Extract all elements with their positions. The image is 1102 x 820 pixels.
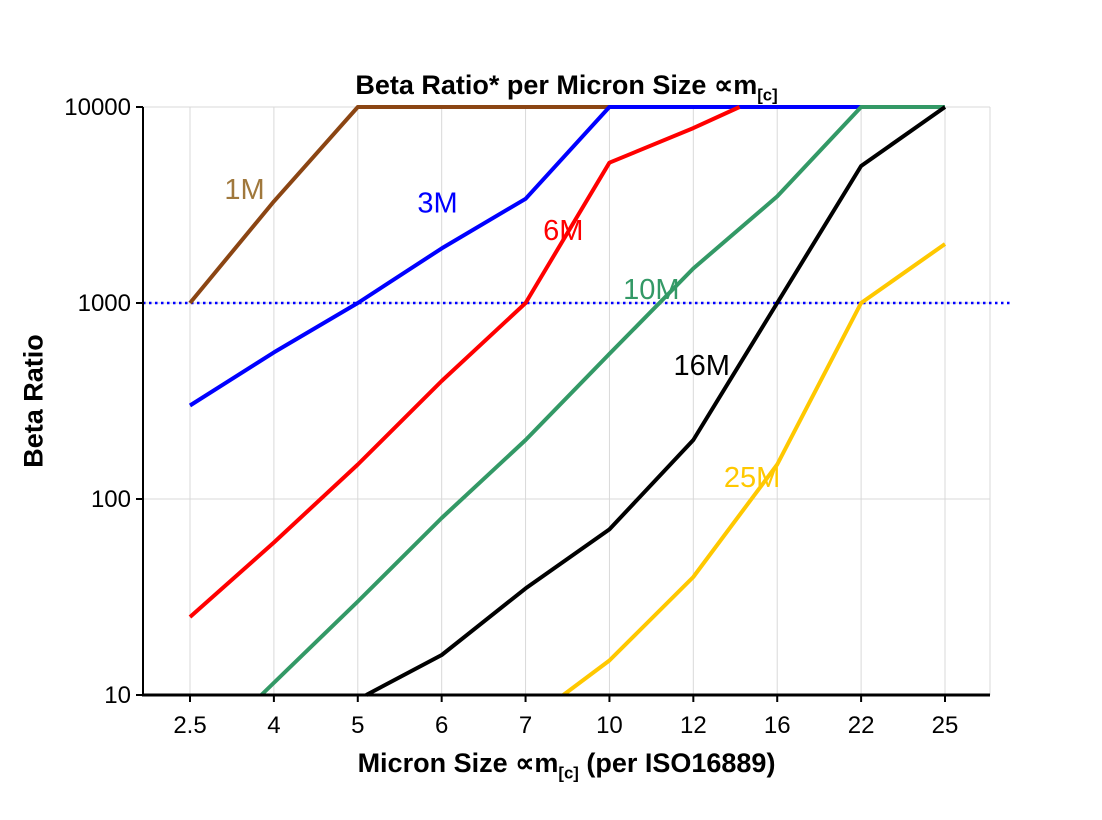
x-tick-label: 6 [435, 712, 448, 739]
x-tick-label: 2.5 [173, 712, 206, 739]
series-line-6M [188, 105, 741, 619]
x-tick-label: 22 [848, 712, 875, 739]
series-line-16M [365, 105, 947, 697]
y-tick-label: 1000 [78, 290, 131, 317]
x-tick-label: 16 [764, 712, 791, 739]
series-label-6M: 6M [543, 215, 583, 247]
chart-title-text: Beta Ratio* per Micron Size ∝m [355, 70, 758, 100]
series-line-3M [188, 105, 862, 408]
x-axis-title: Micron Size ∝m[c] (per ISO16889) [143, 748, 990, 783]
x-tick-label: 10 [596, 712, 623, 739]
series-label-3M: 3M [417, 187, 457, 219]
y-axis-title: Beta Ratio [18, 334, 49, 468]
x-tick-label: 12 [680, 712, 707, 739]
x-tick-label: 5 [351, 712, 364, 739]
x-axis-title-suffix: (per ISO16889) [578, 748, 776, 778]
chart-title: Beta Ratio* per Micron Size ∝m[c] [143, 70, 990, 105]
chart-title-subscript: [c] [757, 85, 778, 105]
x-tick-label: 7 [519, 712, 532, 739]
x-axis-title-text: Micron Size ∝m [357, 748, 559, 778]
series-line-25M [562, 242, 947, 697]
series-label-16M: 16M [674, 350, 730, 382]
series-label-25M: 25M [724, 462, 780, 494]
y-tick-label: 10 [104, 682, 131, 709]
y-tick-label: 10000 [64, 94, 131, 121]
series-label-10M: 10M [623, 274, 679, 306]
series-line-1M [188, 105, 610, 305]
x-axis-title-subscript: [c] [558, 763, 579, 783]
y-tick-label: 100 [91, 486, 131, 513]
series-label-1M: 1M [224, 174, 264, 206]
x-tick-label: 4 [267, 712, 280, 739]
x-tick-label: 25 [932, 712, 959, 739]
series-line-10M [259, 105, 945, 697]
